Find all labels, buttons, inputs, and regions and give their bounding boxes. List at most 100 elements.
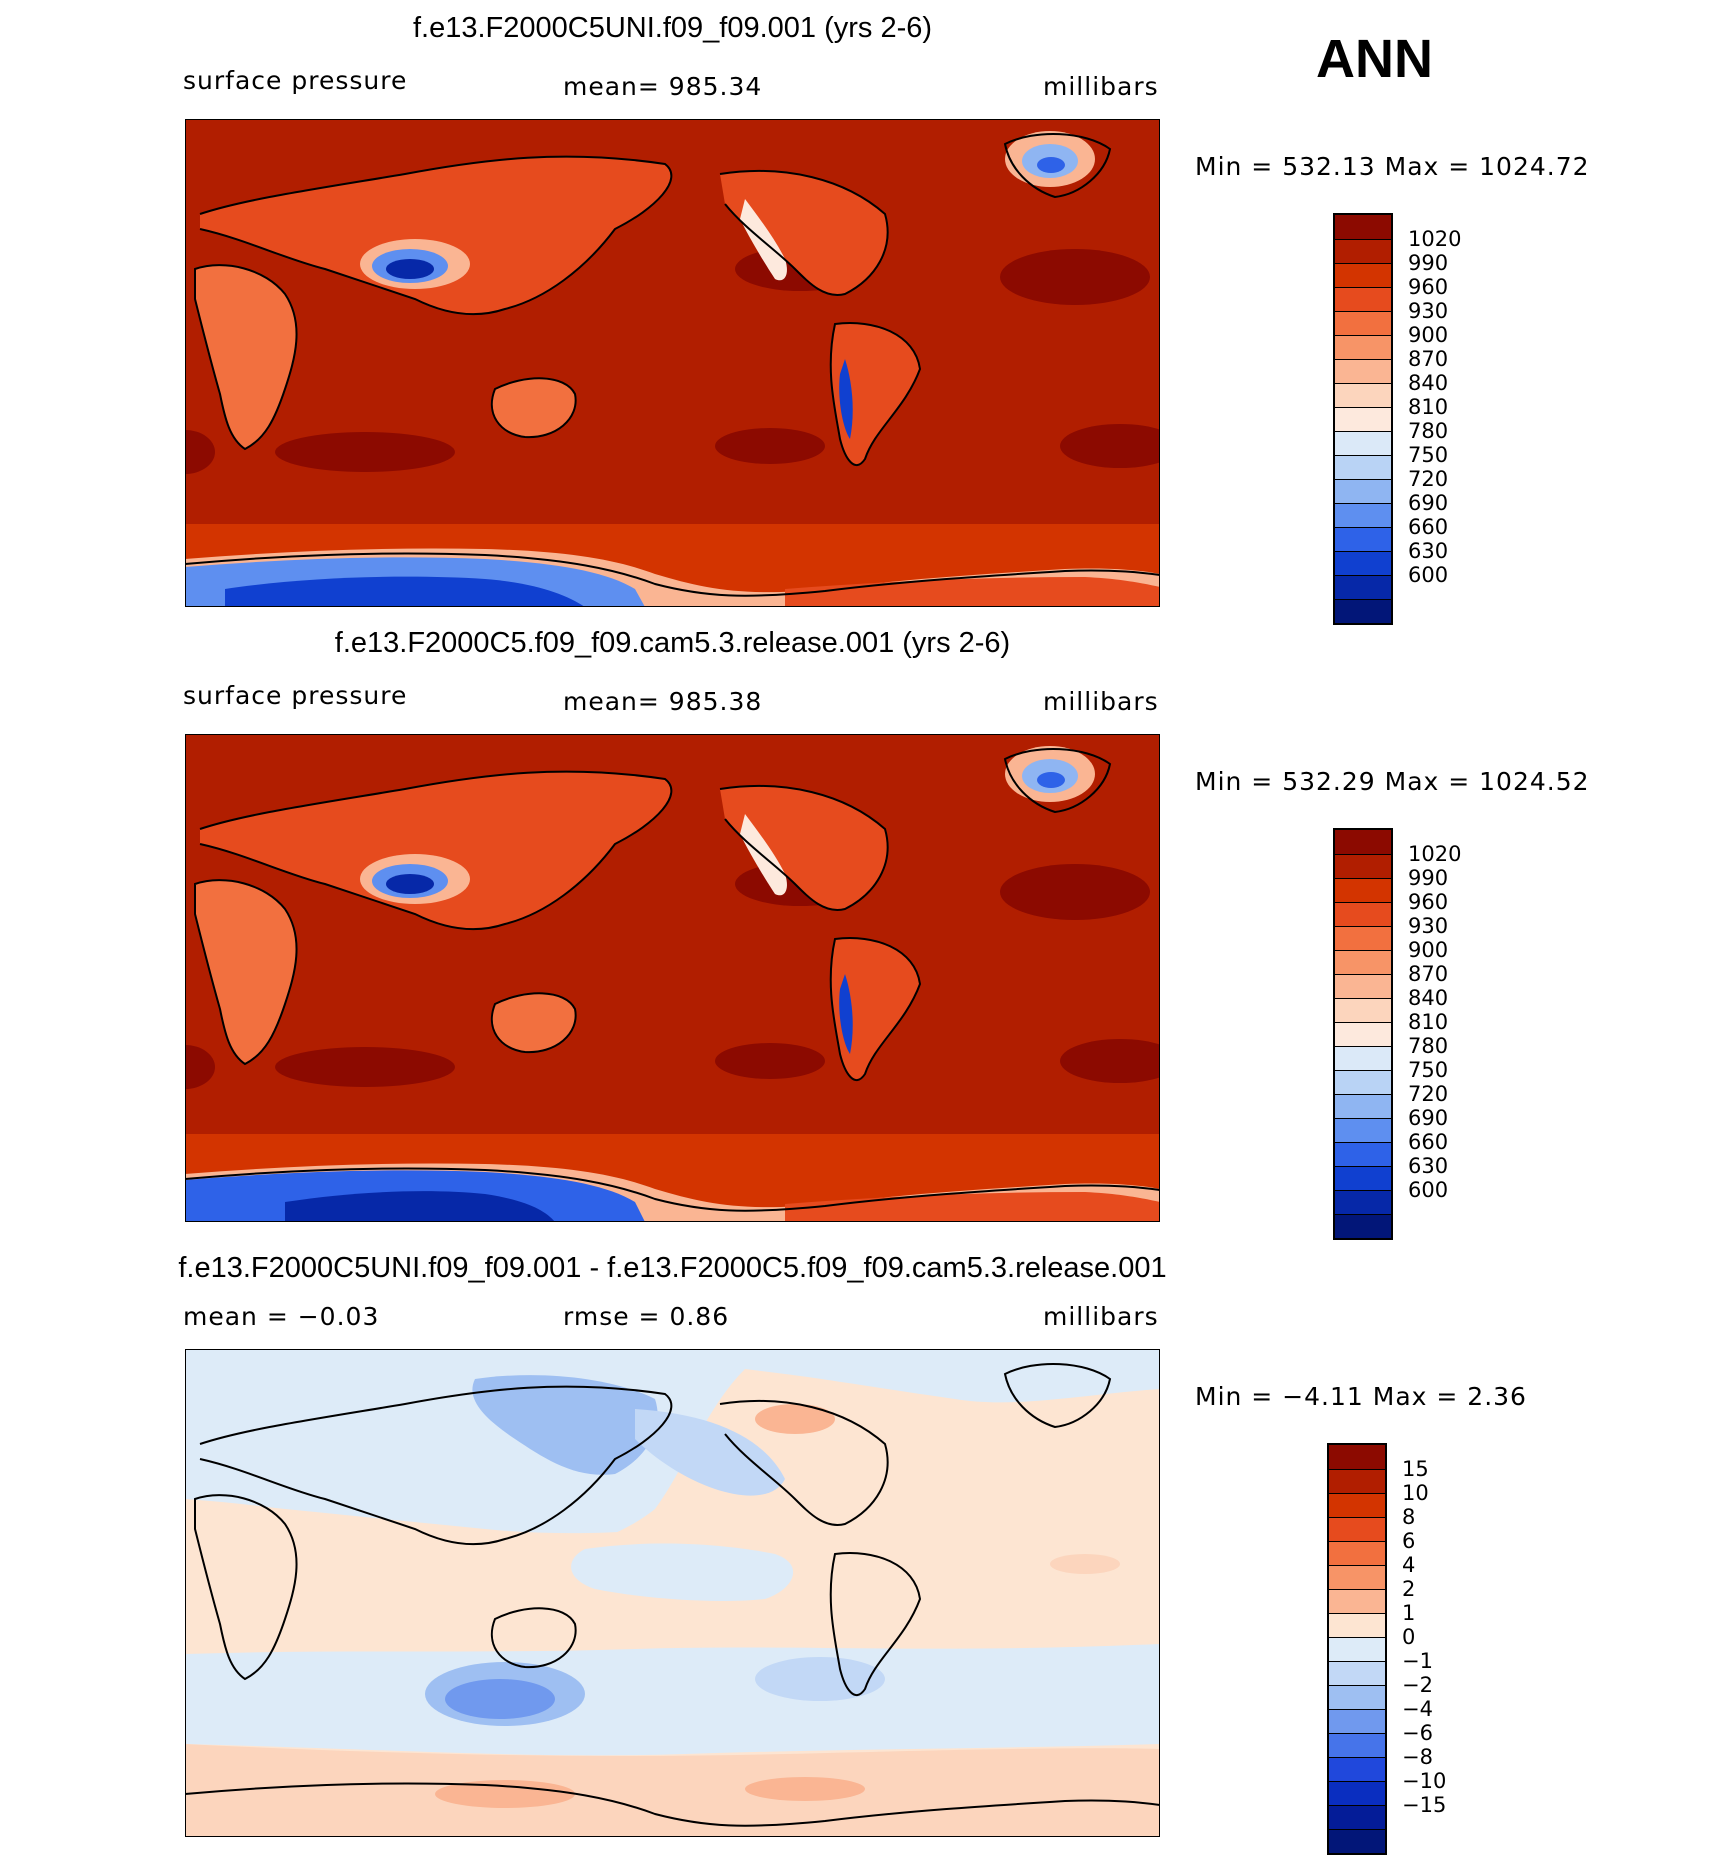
colorbar-swatch xyxy=(1335,1070,1391,1094)
colorbar-separator xyxy=(1335,575,1391,576)
colorbar-tick-label: 720 xyxy=(1408,467,1449,491)
colorbar-tick-label: 960 xyxy=(1408,890,1449,914)
colorbar-tick-label: 930 xyxy=(1408,914,1449,938)
colorbar-swatch xyxy=(1329,1541,1385,1565)
colorbar-swatch xyxy=(1329,1493,1385,1517)
colorbar-swatch xyxy=(1335,215,1391,239)
colorbar-separator xyxy=(1335,1118,1391,1119)
season-label: ANN xyxy=(1316,29,1433,89)
panel3-units-label: millibars xyxy=(1043,1302,1159,1331)
colorbar-separator xyxy=(1335,1190,1391,1191)
colorbar-swatch xyxy=(1335,1094,1391,1118)
colorbar-separator xyxy=(1329,1565,1385,1566)
colorbar-tick-label: 870 xyxy=(1408,962,1449,986)
colorbar-swatch xyxy=(1335,926,1391,950)
colorbar-separator xyxy=(1335,1094,1391,1095)
colorbar-separator xyxy=(1329,1805,1385,1806)
colorbar-swatch xyxy=(1329,1637,1385,1661)
colorbar-frame xyxy=(1333,213,1393,625)
colorbar-swatch xyxy=(1335,287,1391,311)
colorbar-tick-label: 990 xyxy=(1408,866,1449,890)
colorbar-separator xyxy=(1335,1166,1391,1167)
colorbar-swatch xyxy=(1335,1046,1391,1070)
colorbar-separator xyxy=(1335,1142,1391,1143)
colorbar-tick-label: 840 xyxy=(1408,371,1449,395)
colorbar-tick-label: 870 xyxy=(1408,347,1449,371)
colorbar-swatch xyxy=(1335,854,1391,878)
colorbar-swatch xyxy=(1329,1589,1385,1613)
panel2-map-svg xyxy=(185,734,1160,1222)
colorbar-tick-label: −8 xyxy=(1402,1745,1433,1769)
colorbar-frame xyxy=(1333,828,1393,1240)
colorbar-swatch xyxy=(1329,1661,1385,1685)
colorbar-tick-label: 780 xyxy=(1408,419,1449,443)
colorbar-separator xyxy=(1335,527,1391,528)
colorbar-tick-label: 4 xyxy=(1402,1553,1416,1577)
colorbar-swatch xyxy=(1335,479,1391,503)
colorbar-separator xyxy=(1329,1637,1385,1638)
colorbar-swatch xyxy=(1329,1445,1385,1469)
colorbar-swatch xyxy=(1335,1142,1391,1166)
colorbar-tick-label: 690 xyxy=(1408,491,1449,515)
colorbar-swatch xyxy=(1335,1214,1391,1238)
panel3-map-svg xyxy=(185,1349,1160,1837)
colorbar-tick-label: 900 xyxy=(1408,323,1449,347)
colorbar-separator xyxy=(1329,1589,1385,1590)
colorbar-separator xyxy=(1335,854,1391,855)
colorbar-swatch xyxy=(1329,1733,1385,1757)
colorbar-swatch xyxy=(1335,359,1391,383)
colorbar-swatch xyxy=(1335,1118,1391,1142)
colorbar-separator xyxy=(1335,902,1391,903)
colorbar-tick-label: 990 xyxy=(1408,251,1449,275)
colorbar-separator xyxy=(1335,263,1391,264)
colorbar-tick-label: 840 xyxy=(1408,986,1449,1010)
colorbar-separator xyxy=(1335,311,1391,312)
colorbar-separator xyxy=(1335,878,1391,879)
colorbar-tick-label: 900 xyxy=(1408,938,1449,962)
panel3-mean-label: mean = −0.03 xyxy=(183,1302,380,1331)
colorbar-separator xyxy=(1329,1829,1385,1830)
colorbar-separator xyxy=(1329,1685,1385,1686)
panel1-title: f.e13.F2000C5UNI.f09_f09.001 (yrs 2-6) xyxy=(412,12,933,44)
colorbar-separator xyxy=(1335,551,1391,552)
colorbar-swatch xyxy=(1335,1190,1391,1214)
panel1-map xyxy=(185,119,1160,607)
colorbar-swatch xyxy=(1335,998,1391,1022)
colorbar-swatch xyxy=(1335,239,1391,263)
colorbar-tick-label: 0 xyxy=(1402,1625,1416,1649)
colorbar-separator xyxy=(1329,1493,1385,1494)
colorbar-tick-label: 630 xyxy=(1408,1154,1449,1178)
colorbar-tick-label: 1 xyxy=(1402,1601,1416,1625)
panel1-map-svg xyxy=(185,119,1160,607)
colorbar-tick-label: 1020 xyxy=(1408,842,1462,866)
colorbar-separator xyxy=(1335,1070,1391,1071)
colorbar-swatch xyxy=(1329,1829,1385,1853)
colorbar-separator xyxy=(1335,950,1391,951)
colorbar-swatch xyxy=(1335,455,1391,479)
colorbar-separator xyxy=(1335,455,1391,456)
colorbar-swatch xyxy=(1335,575,1391,599)
colorbar-swatch xyxy=(1329,1757,1385,1781)
colorbar-tick-label: −10 xyxy=(1402,1769,1447,1793)
colorbar-swatch xyxy=(1335,407,1391,431)
colorbar-separator xyxy=(1335,503,1391,504)
colorbar-tick-label: 750 xyxy=(1408,443,1449,467)
colorbar-swatch xyxy=(1335,527,1391,551)
colorbar-tick-label: 810 xyxy=(1408,395,1449,419)
panel1-units-label: millibars xyxy=(1043,72,1159,101)
colorbar-swatch xyxy=(1335,335,1391,359)
colorbar-separator xyxy=(1329,1733,1385,1734)
colorbar-separator xyxy=(1329,1541,1385,1542)
panel2-minmax: Min = 532.29 Max = 1024.52 xyxy=(1195,767,1590,796)
colorbar-separator xyxy=(1335,287,1391,288)
colorbar-swatch xyxy=(1329,1805,1385,1829)
colorbar-tick-label: 8 xyxy=(1402,1505,1416,1529)
colorbar-separator xyxy=(1329,1517,1385,1518)
colorbar-separator xyxy=(1335,974,1391,975)
colorbar-separator xyxy=(1335,998,1391,999)
colorbar-swatch xyxy=(1329,1781,1385,1805)
colorbar-frame xyxy=(1327,1443,1387,1855)
colorbar-swatch xyxy=(1335,503,1391,527)
colorbar-tick-label: 15 xyxy=(1402,1457,1429,1481)
colorbar-tick-label: −15 xyxy=(1402,1793,1447,1817)
